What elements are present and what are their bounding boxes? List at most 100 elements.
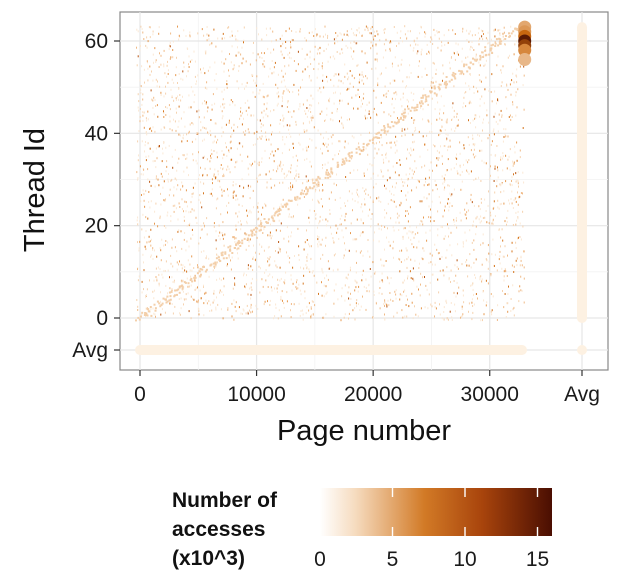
heat-cell [401, 113, 404, 116]
heat-cell [145, 141, 146, 143]
heat-cell [429, 90, 432, 93]
heat-cell [505, 154, 507, 157]
heat-cell [410, 72, 412, 74]
heat-cell [488, 244, 489, 246]
heat-cell [428, 261, 430, 264]
heat-cell [179, 313, 181, 316]
heat-cell [236, 147, 238, 150]
heat-cell [264, 65, 266, 68]
heat-cell [402, 235, 404, 238]
heat-cell [422, 223, 424, 226]
heat-cell [463, 65, 465, 68]
heat-cell [477, 32, 479, 35]
heat-cell [420, 272, 422, 275]
heat-cell [248, 106, 250, 109]
heat-cell [523, 181, 525, 184]
heat-cell [217, 170, 219, 173]
heat-cell [440, 83, 442, 86]
heat-cell [222, 175, 224, 178]
heat-cell [493, 265, 495, 267]
heat-cell [236, 241, 239, 244]
heat-cell [512, 224, 514, 226]
heat-cell [452, 102, 454, 105]
heat-cell [483, 64, 485, 67]
heat-cell [225, 142, 226, 145]
heat-cell [263, 52, 265, 55]
heat-cell [422, 258, 424, 261]
heat-cell [407, 184, 408, 187]
heat-cell [392, 79, 394, 82]
heat-cell [507, 302, 509, 305]
heat-cell [395, 221, 397, 224]
heat-cell [322, 142, 324, 145]
heat-cell [392, 165, 394, 168]
heat-cell [195, 216, 197, 219]
heat-cell [137, 305, 139, 308]
heat-cell [339, 217, 341, 220]
heat-cell [201, 228, 203, 231]
heat-cell [207, 131, 209, 134]
heat-cell [321, 269, 323, 272]
heat-cell [478, 61, 480, 64]
heat-cell [297, 203, 299, 206]
heat-cell [387, 277, 389, 280]
heat-cell [140, 200, 142, 203]
heat-cell [446, 169, 448, 172]
heat-cell [220, 308, 222, 311]
heat-cell [450, 194, 452, 197]
heat-cell [468, 41, 470, 43]
heat-cell [181, 140, 183, 143]
heat-cell [495, 120, 497, 123]
heat-cell [209, 310, 211, 312]
heat-cell [302, 103, 304, 106]
heat-cell [354, 279, 356, 282]
heat-cell [223, 153, 225, 156]
heat-cell [256, 177, 258, 180]
heat-cell [514, 145, 516, 148]
heat-cell [185, 201, 187, 204]
heat-cell [427, 184, 429, 186]
heat-cell [169, 115, 171, 118]
heat-cell [279, 250, 281, 253]
heat-cell [384, 300, 386, 303]
heat-cell [256, 75, 258, 78]
heat-cell [499, 28, 501, 31]
heat-cell [180, 307, 182, 310]
heat-cell [150, 228, 152, 231]
heat-cell [425, 32, 427, 35]
heat-cell [283, 172, 285, 175]
heat-cell [517, 210, 519, 213]
heat-cell [260, 222, 263, 225]
heat-cell [235, 38, 237, 41]
heat-cell [516, 159, 518, 162]
heat-cell [143, 38, 145, 40]
heat-cell [204, 292, 206, 295]
heat-cell [311, 300, 313, 302]
heat-cell [511, 264, 513, 267]
heat-cell [209, 160, 211, 163]
heat-cell [286, 251, 287, 254]
heat-cell [149, 26, 151, 29]
heat-cell [414, 305, 415, 308]
heat-cell [401, 294, 403, 297]
heat-cell [206, 33, 208, 36]
heat-cell [223, 88, 225, 91]
heat-cell [412, 133, 414, 136]
heat-cell [310, 315, 312, 318]
heat-cell [338, 79, 340, 82]
heat-cell [481, 149, 483, 152]
heat-cell [428, 193, 430, 196]
heat-cell [325, 119, 326, 122]
heat-cell [301, 78, 303, 81]
heat-cell [449, 145, 451, 148]
heat-cell [506, 302, 508, 305]
heat-cell [239, 142, 241, 145]
heat-cell [420, 307, 422, 310]
heat-cell [419, 155, 421, 158]
heat-cell [439, 201, 441, 204]
heat-cell [217, 179, 219, 182]
heat-cell [383, 126, 386, 129]
heat-cell [222, 115, 224, 118]
heat-cell [414, 259, 416, 262]
heat-cell [188, 132, 189, 135]
